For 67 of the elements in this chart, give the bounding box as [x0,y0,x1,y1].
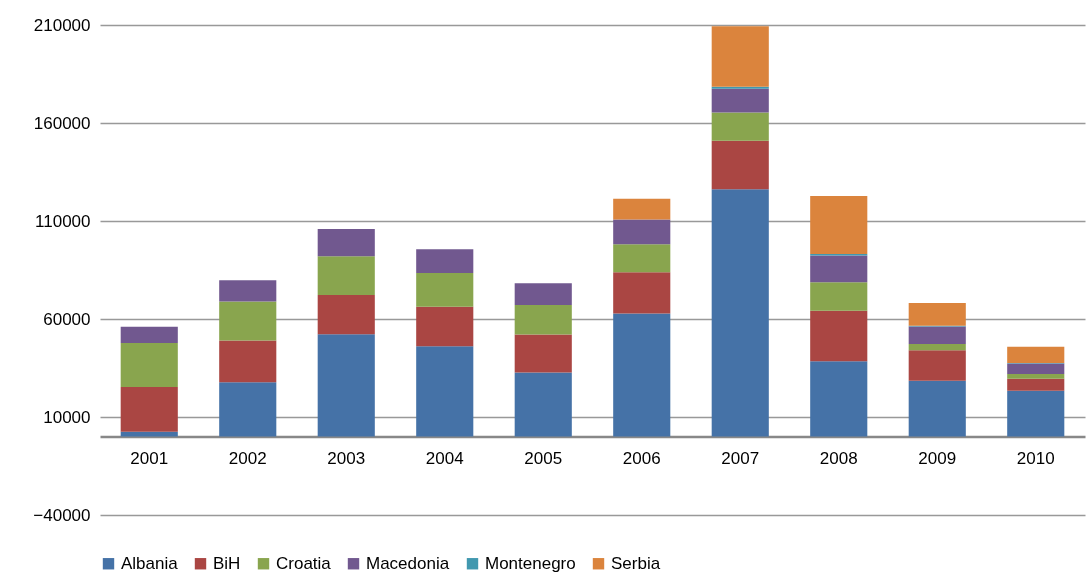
bar [120,326,178,343]
bar [613,313,671,437]
y-tick-label: −40000 [33,505,91,525]
bar [810,282,868,311]
x-tick-label: 2003 [327,449,366,469]
x-tick-label: 2010 [1016,449,1055,469]
bar [317,256,375,295]
bar [416,346,474,437]
bar [317,294,375,335]
bar [908,302,966,326]
legend-label: Croatia [276,553,332,573]
y-tick-label: 160000 [33,113,91,133]
bar [219,301,277,341]
bar [120,431,178,437]
bar [908,344,966,351]
bar [1007,346,1065,363]
legend-label: Montenegro [485,553,576,573]
legend-label: BiH [213,553,241,573]
bar [219,280,277,302]
bar [1007,378,1065,391]
bar [1007,363,1065,375]
bar [810,310,868,362]
bar [908,380,966,437]
bar [711,189,769,437]
bar [514,304,572,335]
bar [613,219,671,245]
bar [514,372,572,437]
bar [514,283,572,305]
x-tick-label: 2009 [918,449,957,469]
y-tick-label: 60000 [43,309,91,329]
x-tick-label: 2002 [228,449,267,469]
x-tick-label: 2005 [524,449,563,469]
bar [711,140,769,190]
bar [1007,390,1065,437]
bar [416,272,474,307]
x-tick-label: 2001 [130,449,169,469]
bar [317,334,375,437]
legend-label: Albania [121,553,179,573]
x-tick-label: 2007 [721,449,760,469]
bar [514,334,572,373]
bar [219,340,277,383]
bar [1007,374,1065,379]
bar [613,272,671,314]
y-tick-label: 210000 [33,15,91,35]
bar [711,26,769,87]
bar [711,88,769,113]
y-tick-label: 10000 [43,407,91,427]
bar [120,342,178,388]
bar [317,229,375,257]
bar [219,382,277,437]
bar [908,350,966,381]
bar [613,198,671,220]
y-tick-label: 110000 [35,211,91,231]
bar [810,361,868,437]
x-tick-label: 2004 [425,449,464,469]
x-tick-label: 2008 [819,449,858,469]
x-tick-label: 2006 [622,449,661,469]
bar [613,244,671,273]
bar [908,326,966,345]
bar [416,306,474,347]
bar [711,112,769,141]
bar [810,196,868,255]
legend-label: Serbia [611,553,661,573]
bar [120,387,178,432]
bar [416,249,474,273]
legend-label: Macedonia [366,553,450,573]
bar [810,255,868,283]
